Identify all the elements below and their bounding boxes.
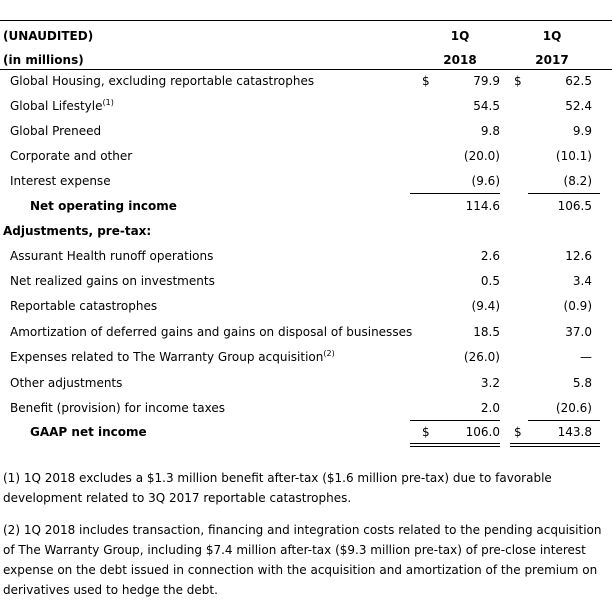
footnote: (1) 1Q 2018 excludes a $1.3 million bene… xyxy=(3,471,552,505)
cell-value: (9.6) xyxy=(471,174,500,188)
cell-value: (8.2) xyxy=(563,174,592,188)
row-label: Global Lifestyle(1) xyxy=(10,98,114,114)
row-label: Reportable catastrophes xyxy=(10,298,157,314)
row-label: Net operating income xyxy=(30,198,177,214)
column-header: 2017 xyxy=(535,53,569,67)
row-label: Adjustments, pre-tax: xyxy=(3,223,151,239)
cell-value: 106.0 xyxy=(465,425,500,439)
cell-value: 143.8 xyxy=(557,425,592,439)
footnote: (2) 1Q 2018 includes transaction, financ… xyxy=(3,523,602,597)
label-text: Net realized gains on investments xyxy=(10,274,215,288)
cell-value: 114.6 xyxy=(465,199,500,213)
row-label: Global Housing, excluding reportable cat… xyxy=(10,73,314,89)
double-rule xyxy=(410,443,500,447)
currency-sign: $ xyxy=(514,425,522,439)
currency-sign: $ xyxy=(514,74,522,88)
label-text: Global Lifestyle xyxy=(10,99,103,113)
label-text: Expenses related to The Warranty Group a… xyxy=(10,350,324,364)
footnote-ref: (2) xyxy=(323,349,335,358)
label-text: Interest expense xyxy=(10,174,111,188)
row-label: Global Preneed xyxy=(10,123,101,139)
column-header: 2018 xyxy=(443,53,477,67)
double-rule xyxy=(510,443,600,447)
cell-value: 52.4 xyxy=(565,99,592,113)
cell-value: 2.6 xyxy=(480,249,500,263)
label-text: Assurant Health runoff operations xyxy=(10,249,214,263)
currency-sign: $ xyxy=(422,425,430,439)
cell-value: — xyxy=(580,350,592,364)
cell-value: (20.6) xyxy=(555,401,592,415)
row-label: Benefit (provision) for income taxes xyxy=(10,400,225,416)
cell-value: 62.5 xyxy=(565,74,592,88)
cell-value: 9.8 xyxy=(480,124,500,138)
cell-value: (20.0) xyxy=(463,149,500,163)
cell-value: 9.9 xyxy=(572,124,592,138)
cell-value: 18.5 xyxy=(473,325,500,339)
currency-sign: $ xyxy=(422,74,430,88)
cell-value: 3.2 xyxy=(480,376,500,390)
cell-value: 106.5 xyxy=(557,199,592,213)
row-label: Net realized gains on investments xyxy=(10,273,215,289)
cell-value: 0.5 xyxy=(480,274,500,288)
label-text: Net operating income xyxy=(30,199,177,213)
cell-value: 37.0 xyxy=(565,325,592,339)
cell-value: 3.4 xyxy=(572,274,592,288)
label-text: Benefit (provision) for income taxes xyxy=(10,401,225,415)
label-text: Global Housing, excluding reportable cat… xyxy=(10,74,315,88)
row-label: Expenses related to The Warranty Group a… xyxy=(10,349,335,365)
row-label: Amortization of deferred gains and gains… xyxy=(10,324,412,340)
row-label: Assurant Health runoff operations xyxy=(10,248,213,264)
rule xyxy=(528,420,600,421)
label-text: Amortization of deferred gains and gains… xyxy=(10,325,413,339)
cell-value: 12.6 xyxy=(565,249,592,263)
header-label: (UNAUDITED) xyxy=(3,29,94,43)
cell-value: (0.9) xyxy=(563,299,592,313)
cell-value: (10.1) xyxy=(555,149,592,163)
label-text: Adjustments, pre-tax: xyxy=(3,224,152,238)
label-text: Corporate and other xyxy=(10,149,133,163)
label-text: Reportable catastrophes xyxy=(10,299,158,313)
column-header: 1Q xyxy=(450,29,470,43)
label-text: Other adjustments xyxy=(10,376,123,390)
label-text: GAAP net income xyxy=(30,425,147,439)
rule xyxy=(528,193,600,194)
label-text: Global Preneed xyxy=(10,124,102,138)
rule xyxy=(410,193,500,194)
footnote-ref: (1) xyxy=(102,98,114,107)
cell-value: (26.0) xyxy=(463,350,500,364)
rule xyxy=(0,69,612,70)
column-header: 1Q xyxy=(542,29,562,43)
cell-value: (9.4) xyxy=(471,299,500,313)
row-label: Interest expense xyxy=(10,173,111,189)
row-label: Other adjustments xyxy=(10,375,122,391)
rule xyxy=(410,420,500,421)
rule xyxy=(0,20,612,21)
header-label: (in millions) xyxy=(3,53,84,67)
row-label: Corporate and other xyxy=(10,148,132,164)
cell-value: 2.0 xyxy=(480,401,500,415)
cell-value: 5.8 xyxy=(572,376,592,390)
cell-value: 54.5 xyxy=(473,99,500,113)
cell-value: 79.9 xyxy=(473,74,500,88)
row-label: GAAP net income xyxy=(30,424,147,440)
